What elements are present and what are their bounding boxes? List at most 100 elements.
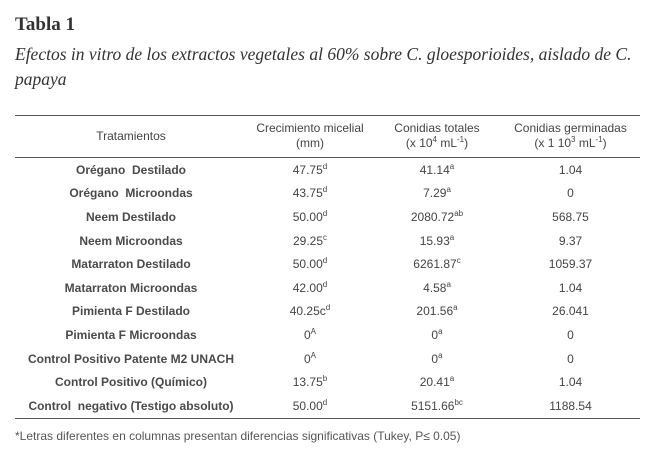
germinated-cell: 0 [567,186,574,201]
conidia-cell: 201.56a [373,300,501,324]
cell-value: 50.00 [292,398,323,413]
germinated-cell: 0 [567,327,574,342]
header-text: mL [575,136,596,150]
germinated-cell: 568.75 [552,209,589,224]
header-line: (x 104 mL-1) [375,136,499,151]
cell-value: 40.25c [289,304,326,319]
conidia-cell: 0a [373,347,501,371]
germinated-cell: 9.37 [558,233,583,248]
significance-letter: d [325,303,331,313]
cell-value: 43.75 [292,186,323,201]
treatment-cell: Matarraton Destilado [71,257,191,272]
germinated-cell: 0 [567,351,574,366]
header-superscript: 4 [432,135,437,144]
cell-value: 4.58 [423,280,447,295]
table-body: Orégano Destilado 47.75d 41.14a 1.04 Orégano… [15,158,640,419]
conidia-cell: 6261.87c [373,252,501,276]
treatment-cell: Control Positivo Patente M2 UNACH [27,351,234,366]
significance-letter: d [322,397,328,407]
cell-value: 15.93 [419,233,450,248]
header-text: ) [602,136,607,150]
treatment-cell: Control Positivo (Químico) [55,375,207,390]
significance-letter: A [310,350,317,360]
table-row: Matarraton Microondas 42.00d 4.58a 1.04 [15,276,640,300]
cell-value: 2080.72 [410,209,455,224]
header-text: (x 1 10 [534,136,572,150]
header-row: Tratamientos Crecimiento micelial (mm) Coni… [15,115,640,158]
treatment-cell: Orégano Destilado [75,162,187,177]
table-row: Pimienta F Destilado 40.25cd 201.56a 26.041 [15,300,640,324]
cell-value: 0 [303,327,311,342]
header-text: (x 10 [405,136,433,150]
cell-value: 0 [431,351,439,366]
header-superscript: 3 [571,135,576,144]
germinated-cell: 1059.37 [548,257,593,272]
germinated-cell: 1.04 [558,375,583,390]
treatment-cell: Neem Destilado [85,209,177,224]
treatment-cell: Neem Microondas [79,233,183,248]
growth-cell: 42.00d [247,276,373,300]
header-line: (x 1 103 mL-1) [503,136,638,151]
significance-letter: d [322,185,328,195]
table-row: Neem Destilado 50.00d 2080.72ab 568.75 [15,205,640,229]
significance-letter: c [323,232,328,242]
significance-letter: a [446,185,451,195]
table-row: Matarraton Destilado 50.00d 6261.87c 1059.3… [15,252,640,276]
cell-value: 29.25 [292,233,324,248]
cell-value: 41.14 [419,162,450,177]
cell-value: 201.56 [416,304,454,319]
subtitle: Efectos in vitro de los extractos vegeta… [15,44,632,89]
significance-letter: bc [454,397,463,407]
significance-letter: c [456,256,461,266]
cell-value: 5151.66 [411,398,455,413]
header-superscript: -1 [595,135,603,144]
significance-letter: a [453,303,458,313]
header-line: Crecimiento micelial [256,121,364,135]
treatment-cell: Pimienta F Destilado [71,304,191,319]
table-row: Orégano Destilado 47.75d 41.14a 1.04 [15,158,640,182]
conidia-cell: 0a [373,323,501,347]
growth-cell: 0A [247,323,373,347]
significance-letter: a [449,161,455,171]
cell-value: 42.00 [292,280,323,295]
growth-cell: 50.00d [247,252,373,276]
cell-value: 50.00 [292,209,323,224]
header-superscript: -1 [457,135,465,144]
column-header: Conidias totales (x 104 mL-1) [373,116,501,158]
growth-cell: 43.75d [247,182,373,206]
germinated-cell: 26.041 [552,304,589,319]
conidia-cell: 20.41a [373,370,501,394]
cell-value: 0 [303,351,311,366]
germinated-cell: 1188.54 [549,398,592,413]
table-row: Control Positivo Patente M2 UNACH 0A 0a 0 [15,347,640,371]
growth-cell: 0A [247,347,373,371]
significance-letter: ab [454,208,464,218]
treatment-cell: Orégano Microondas [69,186,193,201]
conidia-cell: 4.58a [373,276,501,300]
conidia-cell: 41.14a [373,158,501,182]
table-row: Pimienta F Microondas 0A 0a 0 [15,323,640,347]
significance-letter: d [322,208,328,218]
significance-letter: d [322,256,328,266]
column-header: Conidias germinadas (x 1 103 mL-1) [501,116,640,158]
table-row: Orégano Microondas 43.75d 7.29a 0 [15,182,640,206]
cell-value: 7.29 [423,186,447,201]
germinated-cell: 1.04 [558,162,583,177]
cell-value: 13.75 [292,375,323,390]
growth-cell: 40.25cd [247,300,373,324]
growth-cell: 50.00d [247,205,373,229]
growth-cell: 47.75d [247,158,373,182]
header-line: (mm) [296,136,324,150]
conidia-cell: 7.29a [373,182,501,206]
significance-letter: d [322,279,328,289]
title: Tabla 1 [15,14,76,35]
table-row: Neem Microondas 29.25c 15.93a 9.37 [15,229,640,253]
footnote: *Letras diferentes en columnas presentan… [15,429,461,443]
column-header: Tratamientos [15,116,247,158]
header-line: Conidias germinadas [514,121,627,135]
treatment-cell: Matarraton Microondas [64,280,198,295]
cell-value: 0 [431,327,439,342]
significance-letter: b [322,374,328,384]
header-line: Conidias totales [394,121,480,135]
conidia-cell: 15.93a [373,229,501,253]
